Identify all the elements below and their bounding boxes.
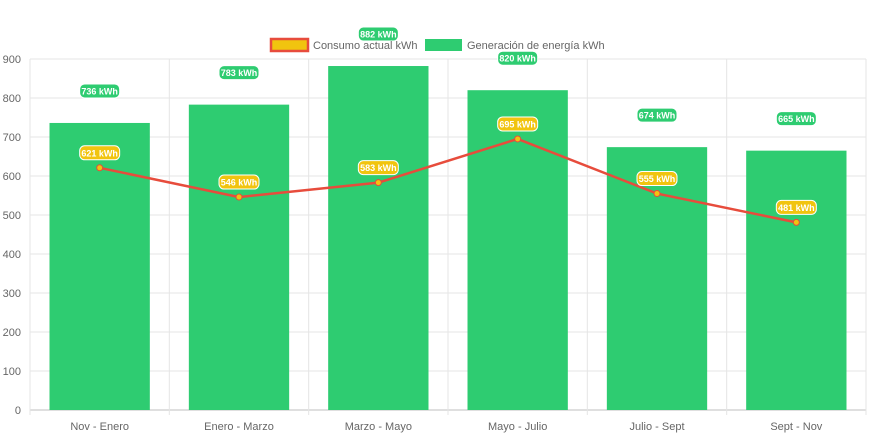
bar-data-label-bg	[357, 26, 399, 42]
bar-data-label: 820 kWh	[497, 50, 539, 66]
x-tick-label: Mayo - Julio	[488, 421, 547, 433]
line-data-label: 695 kWh	[497, 116, 539, 132]
line-data-label-bg	[636, 171, 678, 187]
consumo-line	[99, 137, 797, 224]
bar-data-label-text: 674 kWh	[639, 111, 676, 121]
line-data-label: 583 kWh	[357, 160, 399, 176]
line-data-label-text: 546 kWh	[221, 178, 258, 188]
y-tick-label: 200	[3, 327, 21, 339]
bar-data-labels: 736 kWh 783 kWh 882 kWh 820 kWh 674 kWh 665 k…	[79, 26, 817, 127]
y-tick-label: 500	[3, 210, 21, 222]
x-tick-label: Sept - Nov	[770, 421, 822, 433]
line-series	[96, 135, 800, 226]
y-tick-label: 800	[3, 93, 21, 105]
legend-item-generacion[interactable]: Generación de energía kWh	[425, 39, 605, 52]
bar-data-label-text: 882 kWh	[360, 30, 397, 40]
line-data-label: 621 kWh	[79, 145, 121, 161]
y-tick-label: 700	[3, 132, 21, 144]
y-tick-label: 100	[3, 366, 21, 378]
consumo-point[interactable]	[792, 218, 800, 226]
bar-data-label-text: 783 kWh	[221, 68, 258, 78]
bar-generacion[interactable]	[606, 147, 708, 410]
bar-data-label: 665 kWh	[775, 111, 817, 127]
legend-label-consumo: Consumo actual kWh	[313, 40, 418, 52]
grid-lines	[29, 58, 867, 415]
y-axis: 0 100 200 300 400 500 600 700 800 900	[3, 54, 21, 417]
line-data-label-text: 481 kWh	[778, 203, 815, 213]
y-tick-label: 400	[3, 249, 21, 261]
line-data-label-text: 621 kWh	[81, 148, 118, 158]
bar-generacion[interactable]	[746, 150, 847, 410]
line-data-label-text: 555 kWh	[639, 174, 676, 184]
bar-data-label-text: 665 kWh	[778, 114, 815, 124]
bar-data-label: 783 kWh	[218, 65, 260, 81]
legend-swatch-generacion	[425, 39, 462, 51]
line-data-label: 546 kWh	[218, 174, 260, 190]
bar-data-label-text: 736 kWh	[81, 86, 118, 96]
line-data-label: 555 kWh	[636, 171, 678, 187]
legend-item-consumo[interactable]: Consumo actual kWh	[269, 37, 418, 53]
consumo-point[interactable]	[235, 193, 243, 201]
x-tick-label: Enero - Marzo	[204, 421, 274, 433]
consumo-point[interactable]	[514, 135, 522, 143]
y-tick-label: 900	[3, 54, 21, 66]
bar-generacion[interactable]	[188, 104, 290, 410]
line-data-label-text: 695 kWh	[499, 119, 536, 129]
bar-data-label-bg	[79, 83, 121, 99]
bar-data-label-bg	[775, 111, 817, 127]
bar-data-label: 736 kWh	[79, 83, 121, 99]
consumo-point[interactable]	[374, 179, 382, 187]
consumo-point[interactable]	[653, 190, 661, 198]
y-tick-label: 0	[15, 405, 21, 417]
y-tick-label: 300	[3, 288, 21, 300]
line-data-label: 481 kWh	[775, 199, 817, 215]
x-axis: Nov - Enero Enero - Marzo Marzo - Mayo Mayo…	[70, 421, 822, 433]
bar-data-label: 674 kWh	[636, 107, 678, 123]
line-data-labels: 621 kWh 546 kWh 583 kWh 695 kWh 555 kWh 481 k…	[79, 116, 817, 215]
line-data-label-bg	[79, 145, 121, 161]
line-data-label-bg	[775, 199, 817, 215]
bar-generacion[interactable]	[328, 66, 429, 411]
line-data-label-bg	[497, 116, 539, 132]
y-tick-label: 600	[3, 171, 21, 183]
line-data-label-bg	[357, 160, 399, 176]
bar-data-label: 882 kWh	[357, 26, 399, 42]
x-tick-label: Marzo - Mayo	[345, 421, 412, 433]
x-tick-label: Nov - Enero	[70, 421, 129, 433]
bar-generacion[interactable]	[467, 90, 568, 410]
x-tick-label: Julio - Sept	[629, 421, 684, 433]
legend-label-generacion: Generación de energía kWh	[467, 40, 605, 52]
line-data-label-bg	[218, 174, 260, 190]
bar-data-label-bg	[497, 50, 539, 66]
bar-data-label-text: 820 kWh	[499, 54, 536, 64]
legend-swatch-consumo	[269, 37, 310, 53]
consumo-point[interactable]	[96, 164, 104, 172]
legend: Consumo actual kWh Generación de energía…	[269, 37, 605, 53]
bar-data-label-bg	[636, 107, 678, 123]
bar-data-label-bg	[218, 65, 260, 81]
line-data-label-text: 583 kWh	[360, 163, 397, 173]
